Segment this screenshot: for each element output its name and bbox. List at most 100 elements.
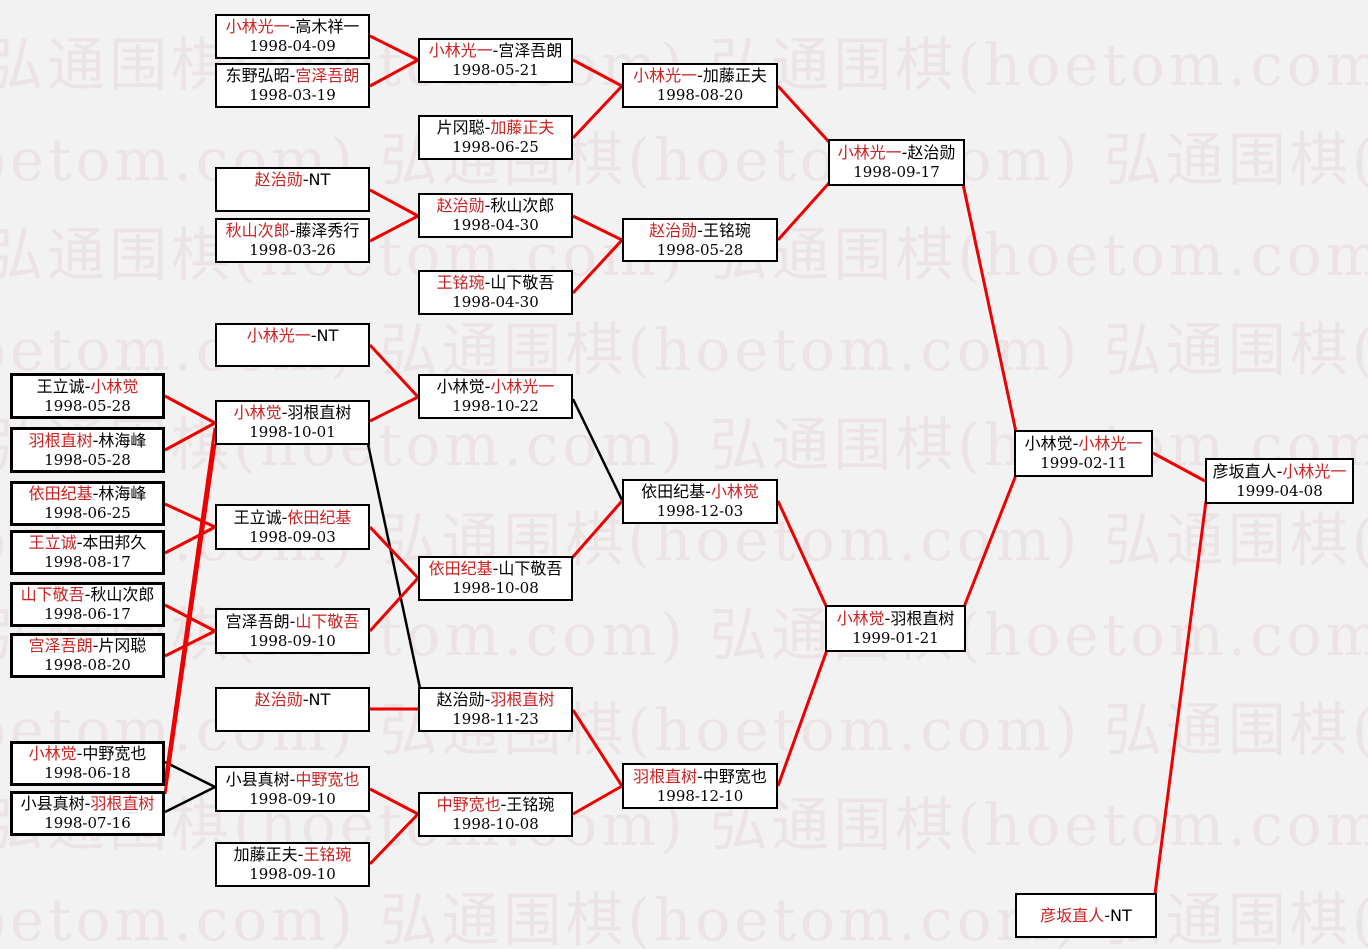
player2-name: 王铭琬 (702, 220, 751, 240)
match-box-D1[interactable]: 小林光一-宫泽吾朗 1998-05-21 (418, 38, 573, 83)
match-date: 1998-12-03 (656, 502, 744, 520)
match-box-C10[interactable]: 小县真树-中野宽也 1998-09-10 (215, 766, 370, 812)
edge-L7-C10-loser (164, 760, 216, 789)
player1-name: 赵治勋 (254, 690, 303, 709)
match-box-C5[interactable]: 小林光一-NT (215, 323, 370, 367)
match-players: 王立诚-依田纪基 (234, 508, 352, 528)
match-date: 1998-06-25 (44, 504, 131, 522)
edge-F2-G1-winner (962, 474, 1018, 608)
match-box-D3[interactable]: 赵治勋-秋山次郎 1998-04-30 (418, 193, 573, 238)
match-box-C4[interactable]: 秋山次郎-藤泽秀行 1998-03-26 (215, 218, 370, 263)
name-separator: - (1072, 434, 1079, 453)
match-box-E4[interactable]: 羽根直树-中野宽也 1998-12-10 (622, 763, 778, 809)
edge-C11-D8-winner (368, 812, 420, 866)
name-separator: - (484, 196, 491, 215)
player1-name: 宫泽吾朗 (28, 636, 93, 655)
name-separator: - (697, 766, 703, 786)
match-players: 小林觉-小林光一 (437, 377, 555, 397)
match-box-G2[interactable]: 彦坂直人-NT (1015, 893, 1157, 938)
player1-name: 王立诚 (28, 533, 77, 552)
match-box-F2[interactable]: 小林觉-羽根直树 1999-01-21 (825, 605, 966, 652)
match-box-C9[interactable]: 赵治勋-NT (215, 687, 370, 732)
player1-name: 小林光一 (225, 17, 290, 36)
match-date: 1998-04-09 (249, 37, 336, 55)
match-players: 小林觉-羽根直树 (234, 403, 352, 423)
match-box-E3[interactable]: 依田纪基-小林觉 1998-12-03 (622, 479, 778, 524)
match-date: 1998-10-08 (452, 815, 539, 833)
player1-name: 小林觉 (1024, 434, 1073, 453)
player2-name: 本田邦久 (82, 533, 147, 552)
edge-C10-D8-winner (369, 787, 419, 816)
name-separator: - (76, 744, 83, 763)
match-players: 王立诚-小林觉 (37, 377, 139, 397)
match-box-E2[interactable]: 赵治勋-王铭琬 1998-05-28 (622, 218, 778, 262)
edge-D5-E3-loser (571, 398, 624, 501)
match-box-L5[interactable]: 山下敬吾-秋山次郎 1998-06-17 (10, 582, 165, 627)
match-date: 1998-08-20 (44, 656, 131, 674)
match-box-D6[interactable]: 依田纪基-山下敬吾 1998-10-08 (418, 556, 573, 601)
edge-L8-C10-loser (164, 785, 216, 814)
match-date: 1998-06-18 (44, 764, 131, 782)
player1-name: 山下敬吾 (20, 585, 85, 604)
match-date: 1998-07-16 (44, 814, 131, 832)
match-box-L4[interactable]: 王立诚-本田邦久 1998-08-17 (10, 530, 165, 575)
edge-C7-D6-winner (368, 525, 420, 580)
match-box-C11[interactable]: 加藤正夫-王铭琬 1998-09-10 (215, 842, 370, 887)
match-box-C8[interactable]: 宫泽吾朗-山下敬吾 1998-09-10 (215, 608, 370, 654)
name-separator: - (281, 403, 288, 422)
match-players: 小林光一-赵治勋 (838, 143, 956, 163)
player1-name: 赵治勋 (254, 170, 303, 189)
match-box-H1[interactable]: 彦坂直人-小林光一 1999-04-08 (1205, 458, 1354, 504)
match-box-L1[interactable]: 王立诚-小林觉 1998-05-28 (10, 373, 165, 419)
match-box-C3[interactable]: 赵治勋-NT (215, 167, 370, 212)
player1-name: 小县真树 (20, 794, 85, 813)
match-box-F1[interactable]: 小林光一-赵治勋 1998-09-17 (828, 139, 965, 186)
match-box-L8[interactable]: 小县真树-羽根直树 1998-07-16 (10, 791, 165, 836)
player2-name: 林海峰 (98, 430, 147, 450)
match-box-D4[interactable]: 王铭琬-山下敬吾 1998-04-30 (418, 270, 573, 315)
match-date: 1998-09-10 (249, 631, 336, 650)
match-box-L7[interactable]: 小林觉-中野宽也 1998-06-18 (10, 741, 165, 786)
player2-name: NT (316, 325, 339, 345)
player2-name: 片冈聪 (98, 636, 147, 655)
name-separator: - (302, 690, 309, 709)
player1-name: 东野弘昭 (225, 66, 290, 85)
match-box-L3[interactable]: 依田纪基-林海峰 1998-06-25 (10, 481, 165, 526)
match-date: 1998-03-19 (249, 86, 336, 104)
edge-G1-H1-winner (1152, 451, 1206, 483)
player1-name: 羽根直树 (633, 766, 698, 786)
match-players: 羽根直树-中野宽也 (633, 767, 767, 787)
player1-name: 羽根直树 (28, 430, 93, 450)
match-box-L2[interactable]: 羽根直树-林海峰 1998-05-28 (10, 427, 165, 473)
player1-name: 中野宽也 (436, 795, 501, 814)
match-box-L6[interactable]: 宫泽吾朗-片冈聪 1998-08-20 (10, 633, 165, 678)
match-box-C7[interactable]: 王立诚-依田纪基 1998-09-03 (215, 504, 370, 550)
match-date: 1999-04-08 (1236, 481, 1323, 500)
player1-name: 王铭琬 (436, 273, 485, 292)
match-players: 依田纪基-山下敬吾 (429, 559, 563, 579)
player1-name: 赵治勋 (436, 690, 485, 709)
match-date: 1998-09-10 (249, 865, 336, 883)
match-players: 赵治勋-羽根直树 (437, 690, 555, 710)
match-box-D5[interactable]: 小林觉-小林光一 1998-10-22 (418, 374, 573, 419)
match-players: 小林觉-羽根直树 (837, 609, 955, 629)
match-box-D2[interactable]: 片冈聪-加藤正夫 1998-06-25 (418, 115, 573, 160)
edge-L4-C7-winner (164, 525, 216, 555)
player1-name: 小林光一 (428, 41, 493, 60)
match-box-G1[interactable]: 小林觉-小林光一 1999-02-11 (1014, 430, 1153, 477)
match-box-D7[interactable]: 赵治勋-羽根直树 1998-11-23 (418, 687, 573, 732)
match-box-C2[interactable]: 东野弘昭-宫泽吾朗 1998-03-19 (215, 63, 370, 108)
player2-name: 山下敬吾 (490, 273, 555, 292)
name-separator: - (84, 794, 91, 813)
match-box-C6[interactable]: 小林觉-羽根直树 1998-10-01 (215, 400, 370, 445)
name-separator: - (484, 377, 491, 396)
match-players: 小县真树-羽根直树 (21, 794, 155, 814)
match-box-E1[interactable]: 小林光一-加藤正夫 1998-08-20 (622, 63, 778, 108)
edge-D1-E1-winner (572, 58, 623, 88)
match-box-C1[interactable]: 小林光一-高木祥一 1998-04-09 (215, 14, 370, 59)
match-box-D8[interactable]: 中野宽也-王铭琬 1998-10-08 (418, 792, 573, 837)
match-players: 赵治勋-王铭琬 (649, 221, 751, 241)
